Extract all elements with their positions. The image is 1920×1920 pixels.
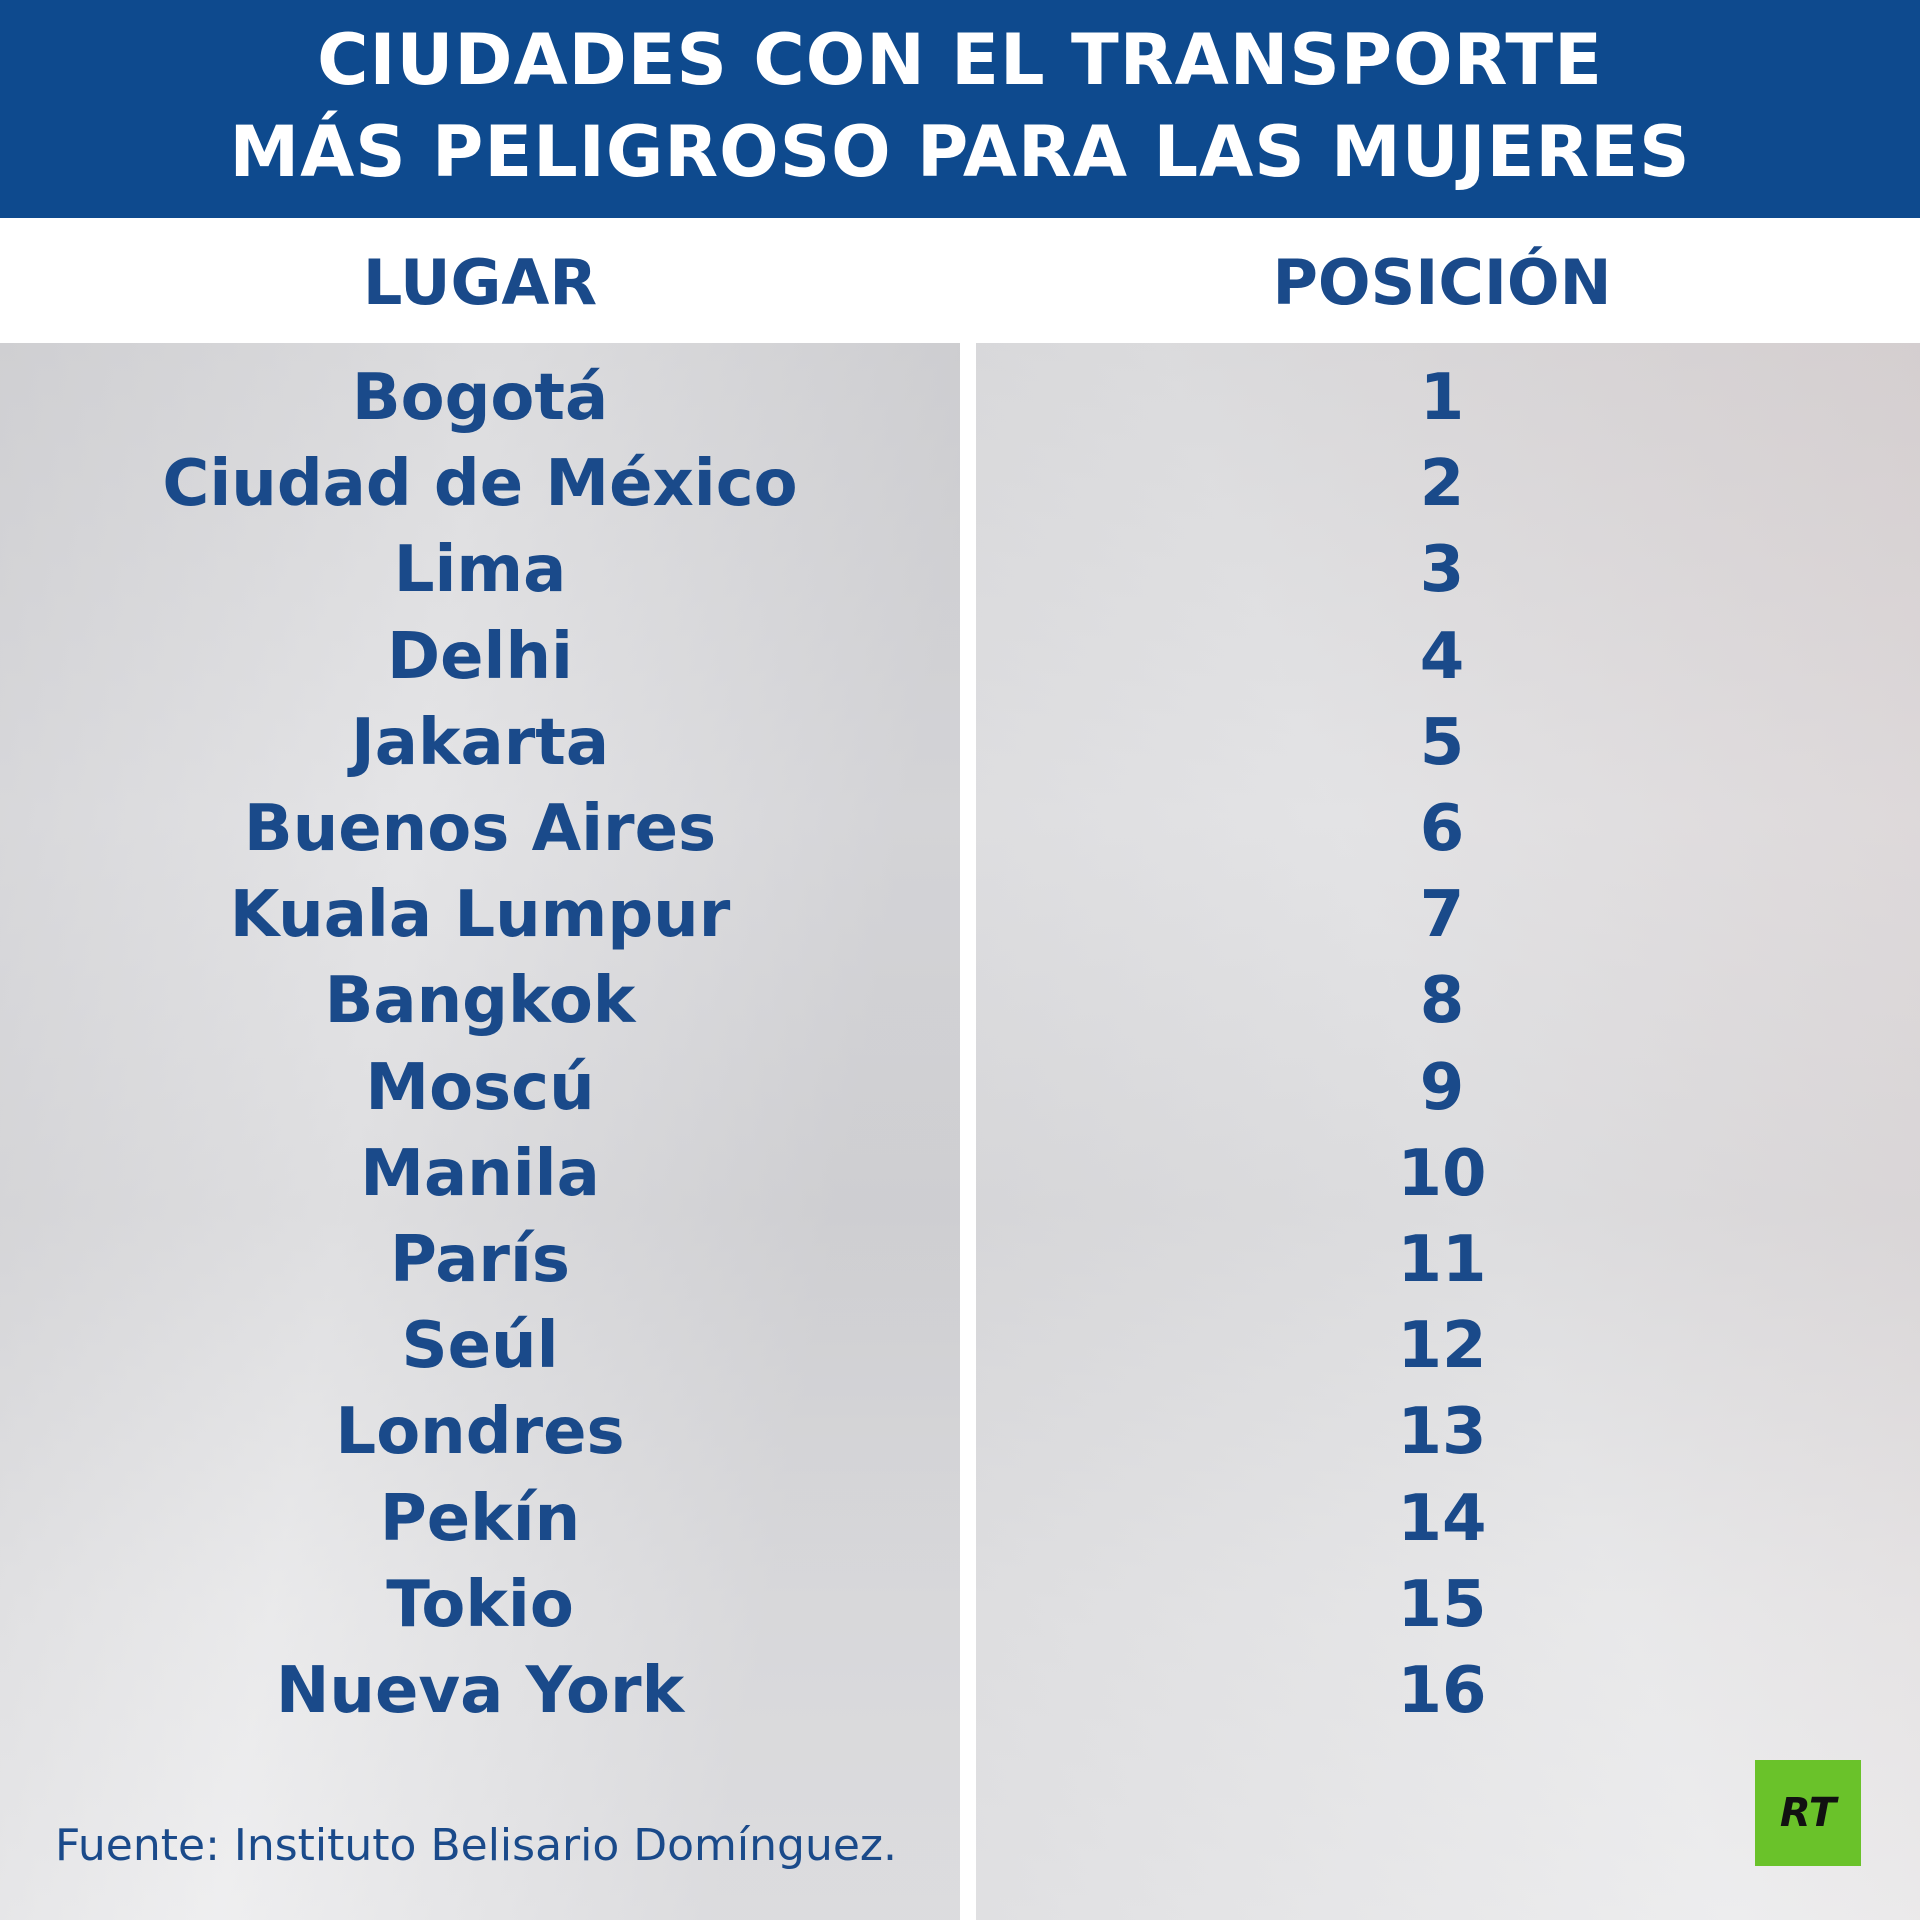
city-cell: Tokio [386, 1567, 574, 1642]
position-cell: 13 [1397, 1395, 1487, 1470]
position-cell: 3 [1419, 533, 1465, 608]
position-cell: 7 [1419, 878, 1465, 953]
logo: RT [1755, 1760, 1861, 1866]
city-cell: Lima [393, 533, 567, 608]
position-cell: 16 [1397, 1654, 1487, 1728]
title-line: CIUDADES CON EL TRANSPORTE [317, 19, 1603, 101]
city-cell: Manila [360, 1136, 600, 1211]
city-cell: Moscú [365, 1050, 595, 1125]
position-cell: 14 [1397, 1481, 1487, 1556]
column-divider [960, 343, 976, 1920]
city-cell: Kuala Lumpur [229, 878, 731, 953]
position-cell: 9 [1419, 1050, 1465, 1125]
city-cell: Jakarta [350, 705, 610, 780]
city-cell: Seúl [401, 1309, 559, 1384]
city-cell: Londres [335, 1395, 625, 1470]
city-cell: Delhi [387, 619, 573, 694]
column-header: LUGAR [362, 246, 598, 319]
title-bar: CIUDADES CON EL TRANSPORTE MÁS PELIGROSO… [0, 0, 1920, 218]
position-cell: 15 [1397, 1567, 1487, 1642]
source: Fuente: Instituto Belisario Domínguez. [55, 1820, 897, 1871]
position-cell: 4 [1419, 619, 1465, 694]
city-cell: París [390, 1223, 570, 1297]
position-cell: 6 [1419, 792, 1465, 866]
city-cell: Nueva York [275, 1654, 685, 1728]
city-cell: Bogotá [351, 361, 609, 435]
position-cell: 11 [1397, 1223, 1487, 1297]
city-cell: Bangkok [324, 964, 636, 1039]
position-cell: 2 [1419, 447, 1465, 522]
position-cell: 12 [1397, 1309, 1487, 1384]
position-cell: 8 [1419, 964, 1465, 1039]
header-row: LUGAR POSICIÓN [0, 218, 1920, 343]
column-header: POSICIÓN [1272, 246, 1612, 319]
city-cell: Pekín [379, 1481, 581, 1556]
position-cell: 10 [1397, 1136, 1487, 1211]
city-cell: Buenos Aires [243, 792, 717, 866]
position-cell: 1 [1419, 361, 1465, 435]
position-cell: 5 [1419, 705, 1465, 780]
city-cell: Ciudad de México [162, 447, 798, 522]
title-line: MÁS PELIGROSO PARA LAS MUJERES [229, 111, 1691, 193]
